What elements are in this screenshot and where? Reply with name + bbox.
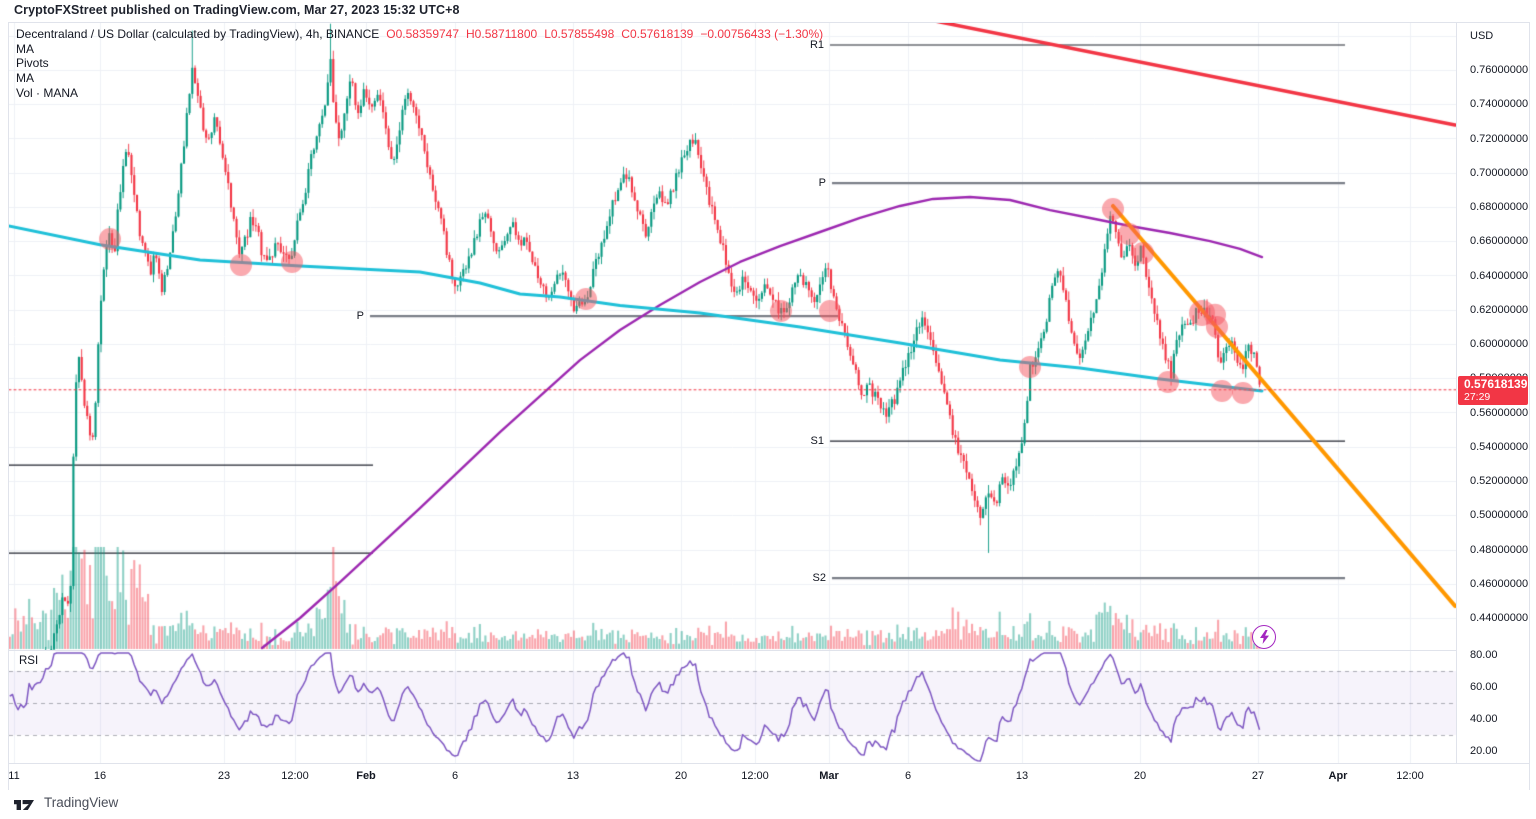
last-price-value: 0.57618139	[1464, 376, 1528, 391]
symbol-title[interactable]: Decentraland / US Dollar (calculated by …	[16, 27, 380, 41]
time-axis-tick: 16	[93, 770, 107, 782]
bar-countdown: 27:29	[1464, 390, 1491, 403]
pivot-level-label-r1: R1	[809, 38, 824, 51]
price-axis-tick: 0.74000000	[1470, 98, 1529, 111]
tradingview-logo[interactable]: TradingView	[14, 795, 118, 810]
indicator-ma-2[interactable]: MA	[16, 71, 34, 86]
price-axis-unit: USD	[1470, 30, 1494, 42]
time-axis-tick: Apr	[1328, 770, 1348, 782]
pivot-level-label-p: P	[356, 310, 364, 323]
indicator-pivots[interactable]: Pivots	[16, 56, 49, 71]
ohlc-low: L0.57855498	[544, 27, 615, 41]
price-axis-tick: 0.52000000	[1470, 475, 1529, 487]
time-axis-tick: Mar	[819, 770, 839, 782]
price-axis-tick: 0.48000000	[1470, 543, 1529, 556]
indicator-volume[interactable]: Vol · MANA	[16, 85, 79, 100]
time-axis-tick: Feb	[356, 770, 376, 782]
ohlc-close: C0.57618139	[621, 27, 694, 41]
price-axis-tick: 0.50000000	[1470, 509, 1529, 522]
pivot-level-label-s2: S2	[812, 572, 826, 585]
rsi-axis-tick: 80.00	[1470, 649, 1498, 661]
chart-frame: Decentraland / US Dollar (calculated by …	[8, 22, 1530, 790]
lightning-button[interactable]	[1252, 625, 1276, 649]
time-axis-tick: 11	[8, 770, 20, 782]
pivot-level-label-s1: S1	[810, 435, 824, 448]
time-axis-tick: 23	[217, 770, 231, 782]
rsi-label[interactable]: RSI	[19, 655, 39, 667]
time-axis-tick: 20	[674, 770, 688, 782]
price-axis-tick: 0.72000000	[1470, 132, 1529, 145]
rsi-pane-canvas[interactable]	[9, 651, 1456, 763]
price-axis-tick: 0.62000000	[1470, 303, 1529, 316]
time-axis-tick: 13	[1015, 770, 1029, 782]
price-pane-canvas[interactable]	[9, 23, 1456, 650]
tradingview-logo-text: TradingView	[44, 795, 119, 810]
time-axis-tick: 6	[904, 770, 912, 782]
rsi-axis-tick: 60.00	[1470, 681, 1498, 693]
time-axis-tick: 12:00	[281, 770, 309, 782]
price-axis-tick: 0.44000000	[1470, 612, 1529, 624]
pane-separator[interactable]	[9, 650, 1529, 651]
price-axis-tick: 0.68000000	[1470, 201, 1529, 213]
price-axis-tick: 0.66000000	[1470, 235, 1529, 248]
price-axis-tick: 0.60000000	[1470, 338, 1529, 350]
tradingview-logo-icon	[14, 799, 34, 810]
indicator-ma-1[interactable]: MA	[16, 41, 34, 56]
lightning-icon	[1259, 630, 1269, 644]
rsi-axis-tick: 20.00	[1470, 745, 1498, 757]
price-axis-tick: 0.56000000	[1470, 406, 1529, 419]
time-axis-tick: 20	[1133, 770, 1147, 782]
time-axis-tick: 12:00	[741, 770, 769, 782]
ohlc-open: O0.58359747	[386, 27, 460, 41]
time-axis-tick: 6	[451, 770, 459, 782]
rsi-axis-tick: 40.00	[1470, 713, 1498, 725]
ohlc-change: −0.00756433 (−1.30%)	[700, 27, 824, 41]
time-axis[interactable]: 11 16 23 12:00 Feb 6 13 20 12:00 Mar 6 13 20 27 Apr 12:…	[8, 763, 1529, 790]
pivot-level-label-p: P	[818, 177, 826, 190]
time-axis-tick: 13	[566, 770, 580, 782]
time-axis-tick: 27	[1251, 770, 1265, 782]
price-axis-tick: 0.76000000	[1470, 64, 1529, 76]
price-axis-tick: 0.64000000	[1470, 269, 1529, 282]
time-axis-tick: 12:00	[1396, 770, 1424, 782]
attribution: CryptoFXStreet published on TradingView.…	[14, 3, 460, 17]
ohlc-high: H0.58711800	[466, 27, 538, 41]
price-axis-tick: 0.70000000	[1470, 166, 1529, 179]
price-axis-tick: 0.46000000	[1470, 577, 1529, 590]
legend: Decentraland / US Dollar (calculated by …	[16, 27, 823, 100]
last-price-badge[interactable]: 0.57618139 27:29	[1458, 375, 1528, 405]
price-axis-tick: 0.54000000	[1470, 440, 1529, 453]
